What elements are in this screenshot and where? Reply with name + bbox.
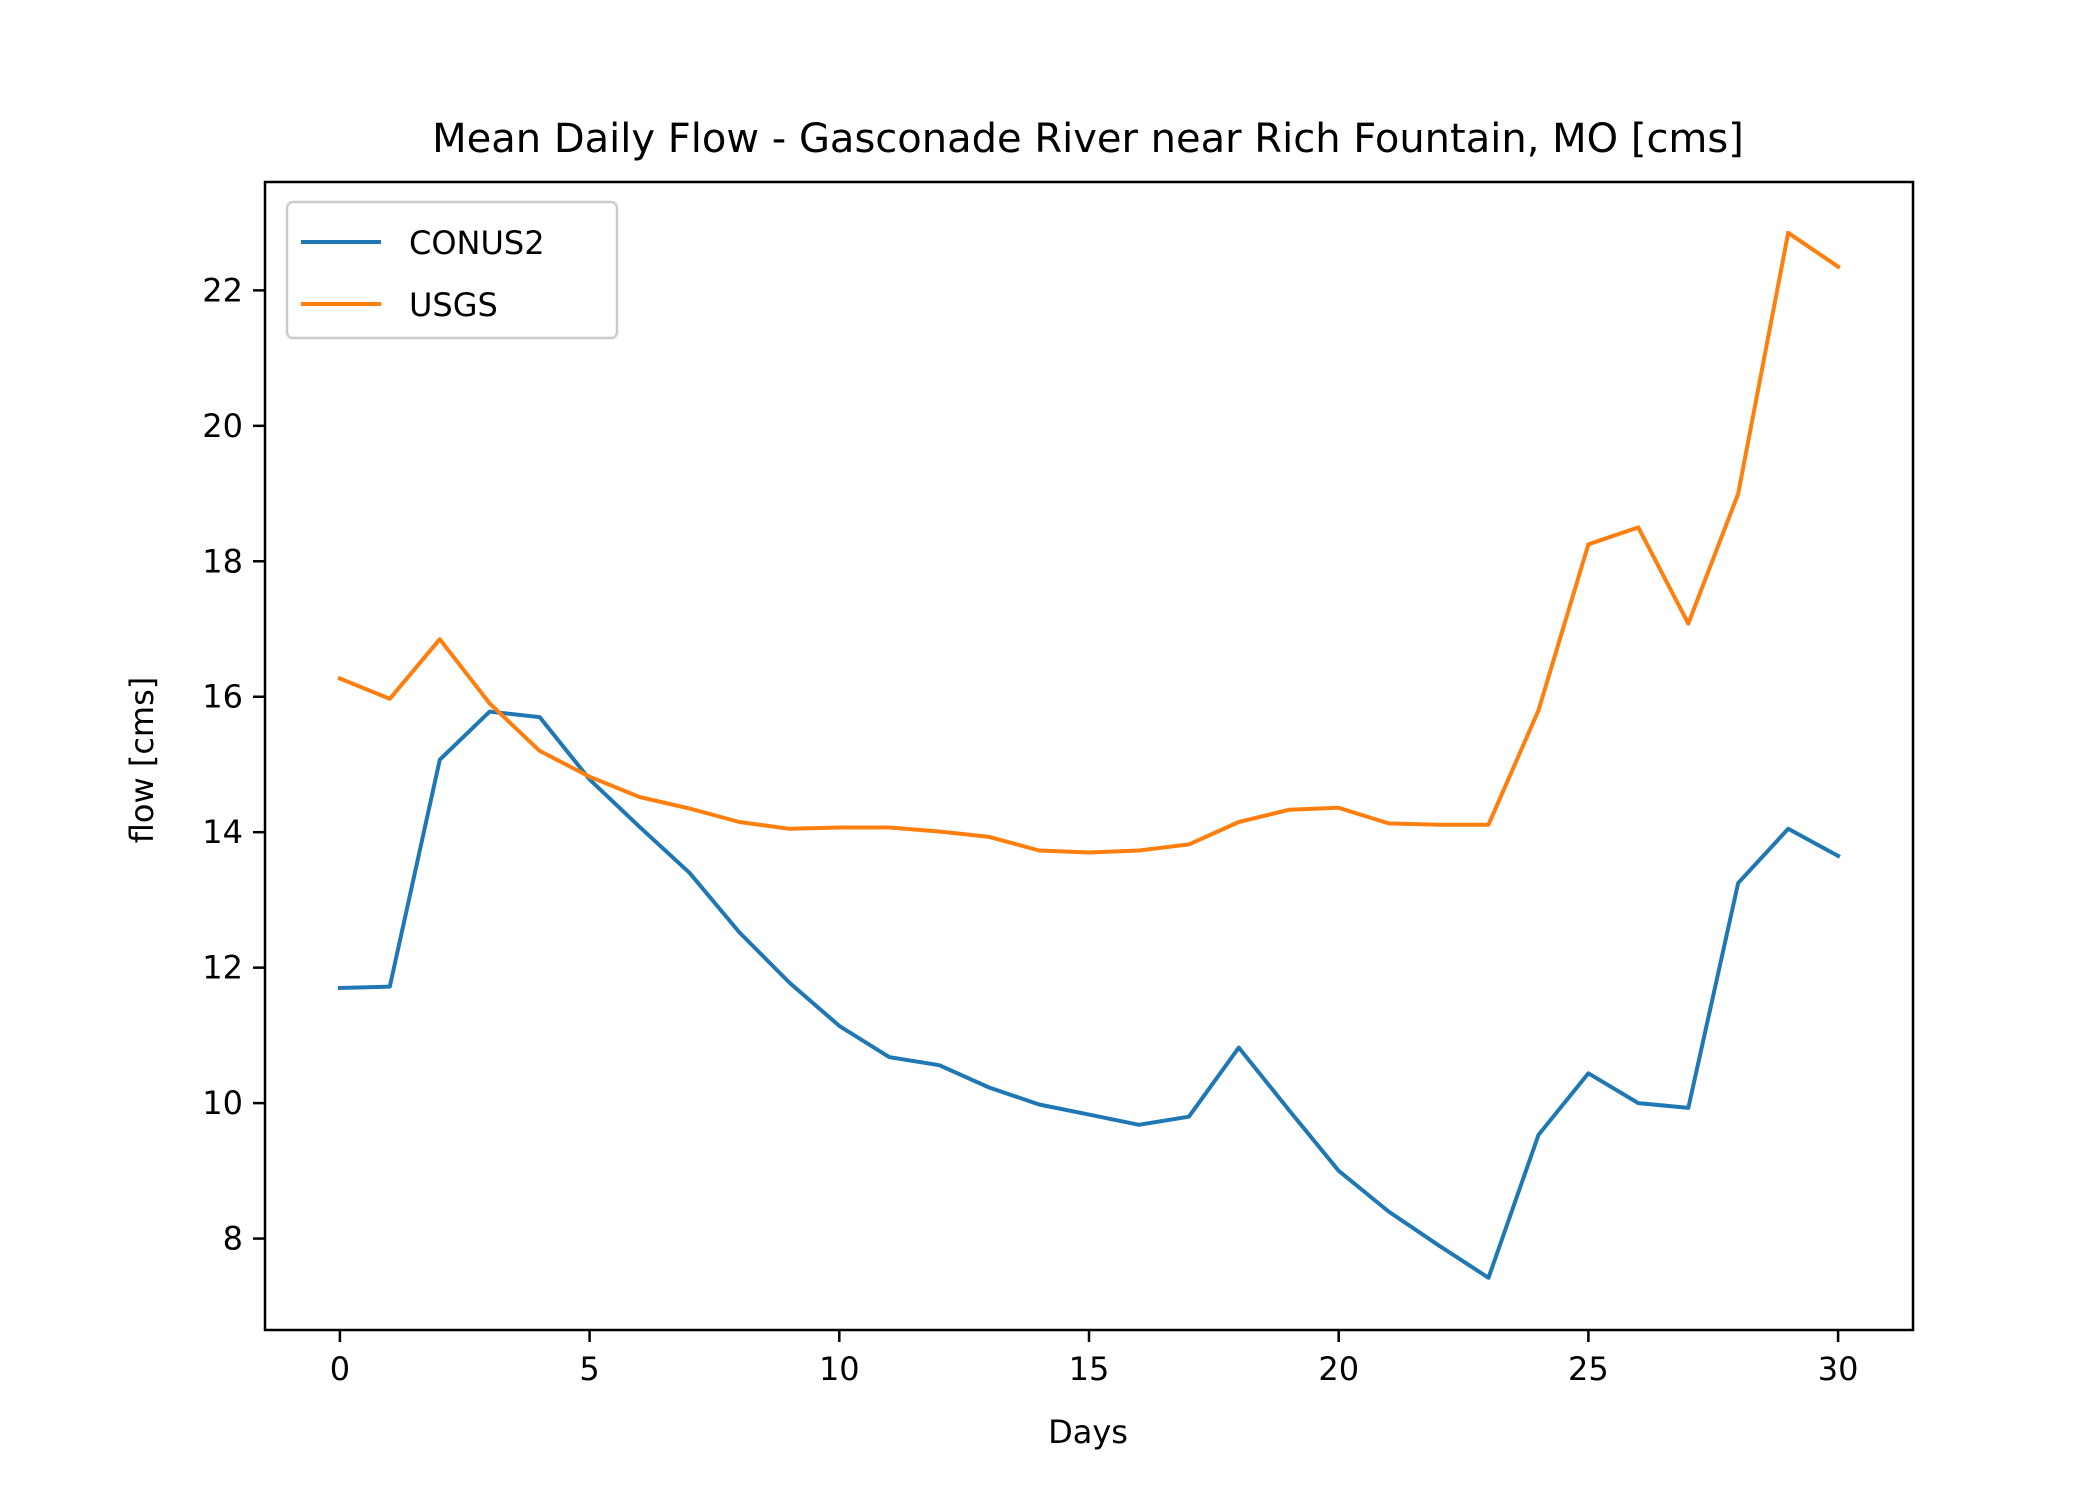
x-tick-label: 5 — [579, 1350, 599, 1388]
legend: CONUS2 USGS — [285, 200, 619, 340]
x-tick-label: 10 — [819, 1350, 860, 1388]
y-tick-label: 10 — [202, 1084, 243, 1122]
x-tick-label: 15 — [1069, 1350, 1110, 1388]
y-tick-label: 22 — [202, 271, 243, 309]
x-tick-label: 25 — [1568, 1350, 1609, 1388]
legend-label-conus2: CONUS2 — [409, 224, 545, 262]
y-tick-label: 8 — [223, 1220, 243, 1258]
legend-label-usgs: USGS — [409, 286, 498, 324]
x-tick-label: 20 — [1318, 1350, 1359, 1388]
y-axis-label: flow [cms] — [123, 677, 161, 843]
y-tick-label: 14 — [202, 813, 243, 851]
plot-lines — [337, 230, 1841, 1280]
series-line-conus2 — [337, 709, 1841, 1280]
plot-frame — [263, 180, 1915, 1332]
y-tick-label: 12 — [202, 949, 243, 987]
series-line-usgs — [337, 230, 1841, 855]
x-axis-label: Days — [1048, 1413, 1128, 1451]
x-tick-label: 0 — [330, 1350, 350, 1388]
chart-title: Mean Daily Flow - Gasconade River near R… — [432, 116, 1744, 162]
y-tick-label: 18 — [202, 542, 243, 580]
x-tick-label: 30 — [1818, 1350, 1859, 1388]
y-axis-ticks: 8 10 12 14 16 18 20 22 — [202, 271, 265, 1258]
y-tick-label: 20 — [202, 407, 243, 445]
y-tick-label: 16 — [202, 678, 243, 716]
x-axis-ticks: 0 5 10 15 20 25 30 — [330, 1330, 1859, 1388]
